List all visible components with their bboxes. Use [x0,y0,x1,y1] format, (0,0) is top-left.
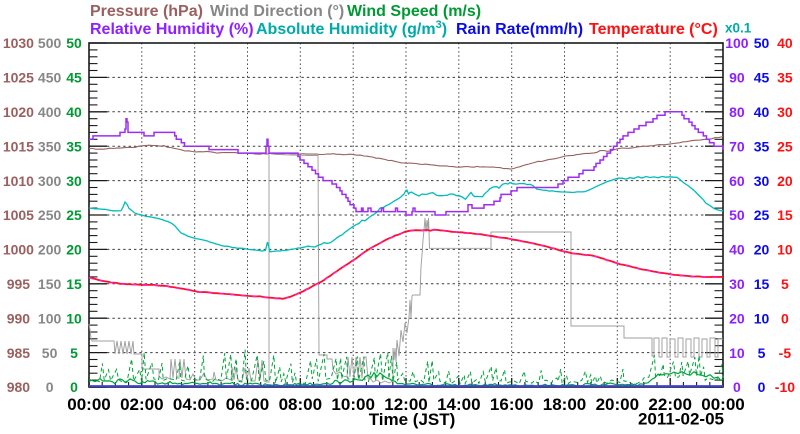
svg-text:Time (JST): Time (JST) [369,410,456,429]
svg-text:10: 10 [66,310,82,326]
svg-text:5: 5 [781,276,789,292]
svg-text:0: 0 [758,379,766,395]
svg-text:30: 30 [754,173,770,189]
svg-text:980: 980 [7,379,31,395]
svg-text:30: 30 [729,276,745,292]
svg-text:80: 80 [729,104,745,120]
svg-text:5: 5 [70,345,78,361]
svg-text:00:00: 00:00 [701,395,744,414]
svg-text:10: 10 [729,345,745,361]
svg-text:15: 15 [777,207,793,223]
svg-text:0: 0 [781,310,789,326]
svg-text:350: 350 [38,138,62,154]
svg-text:22:00: 22:00 [648,395,691,414]
svg-text:12:00: 12:00 [384,395,427,414]
svg-text:25: 25 [754,207,770,223]
svg-text:14:00: 14:00 [437,395,480,414]
svg-text:06:00: 06:00 [226,395,269,414]
svg-text:10:00: 10:00 [331,395,374,414]
svg-text:35: 35 [66,138,82,154]
svg-text:15: 15 [66,276,82,292]
svg-text:20: 20 [66,242,82,258]
svg-text:1025: 1025 [3,70,34,86]
svg-text:50: 50 [729,207,745,223]
svg-text:-10: -10 [775,379,795,395]
svg-text:1030: 1030 [3,35,34,51]
svg-text:50: 50 [66,35,82,51]
svg-text:04:00: 04:00 [173,395,216,414]
svg-text:02:00: 02:00 [120,395,163,414]
svg-text:50: 50 [42,345,58,361]
svg-text:25: 25 [777,138,793,154]
svg-text:1010: 1010 [3,173,34,189]
svg-text:100: 100 [38,310,62,326]
svg-text:25: 25 [66,207,82,223]
svg-text:150: 150 [38,276,62,292]
svg-text:1020: 1020 [3,104,34,120]
svg-text:0: 0 [46,379,54,395]
svg-text:40: 40 [777,35,793,51]
svg-text:5: 5 [758,345,766,361]
svg-text:100: 100 [725,35,749,51]
svg-text:450: 450 [38,70,62,86]
svg-text:20: 20 [729,310,745,326]
svg-text:2011-02-05: 2011-02-05 [638,410,724,429]
svg-text:1015: 1015 [3,138,34,154]
svg-text:40: 40 [754,104,770,120]
svg-text:Wind Direction (°): Wind Direction (°) [210,3,344,20]
svg-text:30: 30 [66,173,82,189]
svg-text:300: 300 [38,173,62,189]
svg-text:Rain Rate(mm/h): Rain Rate(mm/h) [456,21,583,38]
svg-text:0: 0 [733,379,741,395]
svg-text:-5: -5 [779,345,792,361]
svg-text:500: 500 [38,35,62,51]
svg-text:Temperature (°C): Temperature (°C) [589,21,718,38]
svg-text:08:00: 08:00 [279,395,322,414]
svg-text:0: 0 [70,379,78,395]
svg-text:35: 35 [754,138,770,154]
svg-text:250: 250 [38,207,62,223]
svg-text:10: 10 [754,310,770,326]
svg-text:995: 995 [7,276,31,292]
svg-text:15: 15 [754,276,770,292]
svg-text:20: 20 [754,242,770,258]
svg-text:90: 90 [729,70,745,86]
svg-text:16:00: 16:00 [490,395,533,414]
svg-text:50: 50 [754,35,770,51]
svg-text:x0.1: x0.1 [725,21,752,36]
svg-text:Wind Speed (m/s): Wind Speed (m/s) [347,3,481,20]
svg-text:985: 985 [7,345,31,361]
svg-text:1005: 1005 [3,207,34,223]
svg-text:400: 400 [38,104,62,120]
svg-text:45: 45 [66,70,82,86]
svg-text:40: 40 [66,104,82,120]
svg-text:60: 60 [729,173,745,189]
svg-text:30: 30 [777,104,793,120]
svg-text:990: 990 [7,310,31,326]
svg-text:45: 45 [754,70,770,86]
svg-text:Absolute Humidity (g/m3): Absolute Humidity (g/m3) [256,19,447,38]
svg-text:Relative Humidity (%): Relative Humidity (%) [90,21,254,38]
svg-text:10: 10 [777,242,793,258]
svg-text:00:00: 00:00 [67,395,110,414]
svg-text:20:00: 20:00 [596,395,639,414]
svg-text:Pressure (hPa): Pressure (hPa) [90,3,203,20]
svg-text:1000: 1000 [3,242,34,258]
svg-text:200: 200 [38,242,62,258]
svg-text:35: 35 [777,70,793,86]
svg-text:18:00: 18:00 [543,395,586,414]
svg-text:20: 20 [777,173,793,189]
svg-text:40: 40 [729,242,745,258]
svg-text:70: 70 [729,138,745,154]
